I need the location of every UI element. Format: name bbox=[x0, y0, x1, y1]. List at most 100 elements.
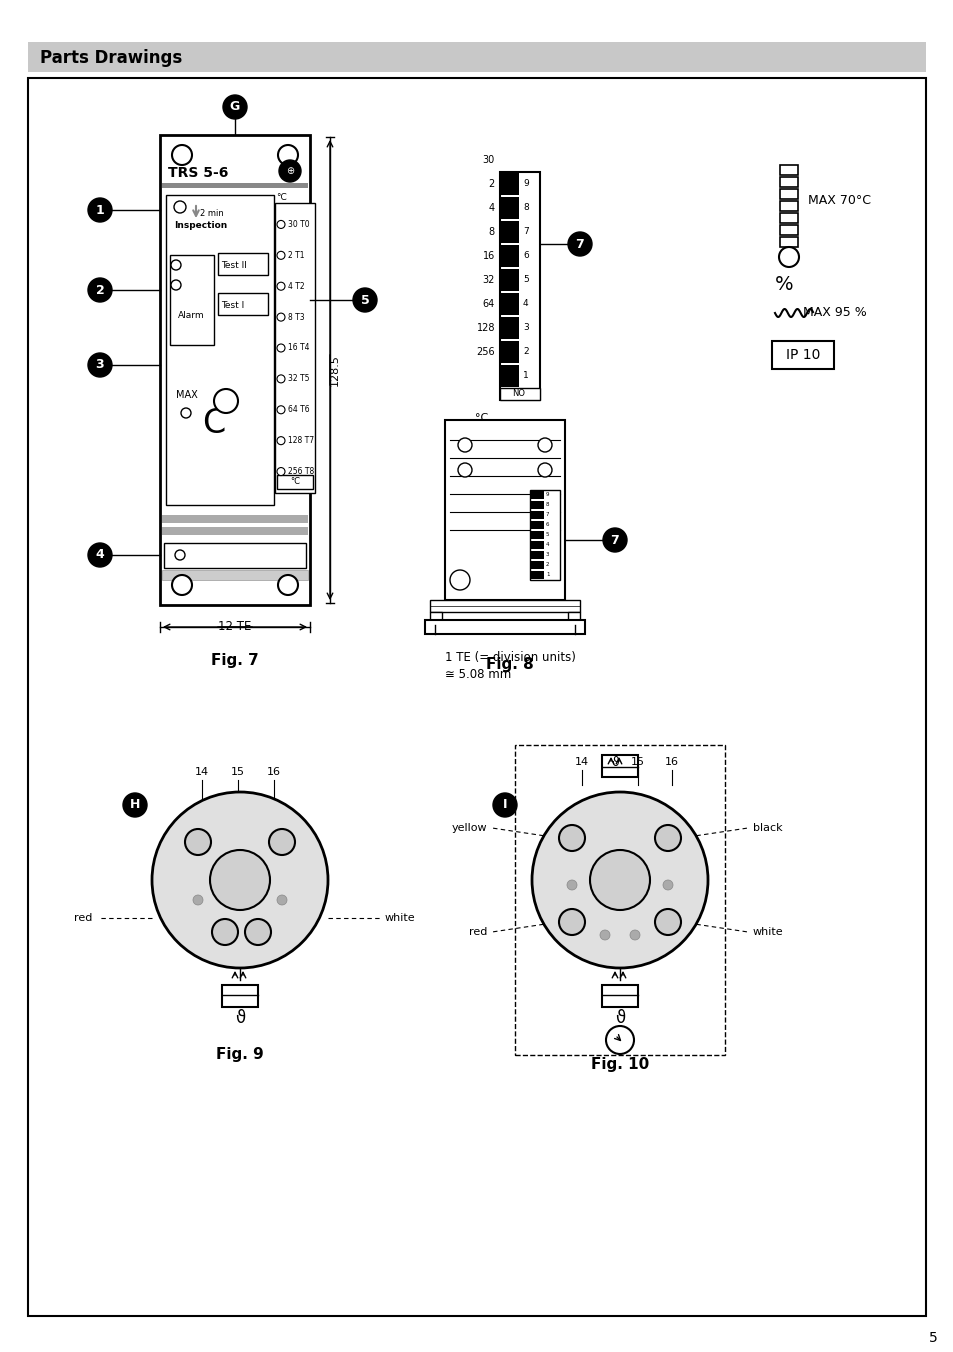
Text: 128 T7: 128 T7 bbox=[288, 437, 314, 445]
Circle shape bbox=[278, 160, 301, 183]
Text: Inspection: Inspection bbox=[173, 220, 227, 230]
Circle shape bbox=[213, 389, 237, 412]
Text: 16 T4: 16 T4 bbox=[288, 343, 309, 353]
Text: 2 T1: 2 T1 bbox=[288, 251, 304, 260]
Text: °C: °C bbox=[475, 412, 488, 423]
Text: Parts Drawings: Parts Drawings bbox=[40, 49, 182, 68]
Bar bbox=[531, 561, 543, 569]
Bar bbox=[531, 552, 543, 558]
Text: 128: 128 bbox=[476, 323, 495, 333]
Text: 1: 1 bbox=[95, 204, 104, 216]
Text: red: red bbox=[468, 927, 486, 937]
Bar bbox=[780, 224, 797, 235]
Circle shape bbox=[655, 909, 680, 936]
Text: 30 T0: 30 T0 bbox=[288, 220, 310, 228]
Bar bbox=[531, 531, 543, 539]
Text: 1 TE (= division units): 1 TE (= division units) bbox=[444, 652, 576, 664]
Bar bbox=[218, 253, 268, 274]
Text: 7: 7 bbox=[610, 534, 618, 546]
Circle shape bbox=[276, 406, 285, 414]
Bar bbox=[162, 183, 308, 188]
Text: 32: 32 bbox=[482, 274, 495, 285]
Bar bbox=[500, 341, 518, 362]
Text: black: black bbox=[752, 823, 781, 833]
Bar bbox=[500, 293, 518, 315]
Text: 5: 5 bbox=[360, 293, 369, 307]
Bar bbox=[531, 502, 543, 508]
Bar bbox=[500, 220, 518, 243]
Circle shape bbox=[223, 95, 247, 119]
Bar bbox=[601, 986, 638, 1007]
Bar bbox=[531, 541, 543, 549]
Text: 2: 2 bbox=[522, 347, 528, 357]
Circle shape bbox=[605, 1026, 634, 1055]
Text: 2: 2 bbox=[488, 178, 495, 189]
Bar bbox=[780, 237, 797, 247]
Circle shape bbox=[558, 909, 584, 936]
Text: ϑ: ϑ bbox=[234, 1009, 245, 1028]
Text: 1: 1 bbox=[522, 372, 528, 380]
Text: 8 T3: 8 T3 bbox=[288, 312, 304, 322]
Bar bbox=[531, 511, 543, 519]
Text: ϑ: ϑ bbox=[611, 756, 618, 768]
Bar bbox=[170, 256, 213, 345]
Circle shape bbox=[277, 145, 297, 165]
Circle shape bbox=[172, 145, 192, 165]
Bar bbox=[500, 197, 518, 219]
Circle shape bbox=[276, 437, 285, 445]
Bar bbox=[499, 172, 539, 400]
Bar bbox=[218, 293, 268, 315]
Bar bbox=[500, 245, 518, 266]
Text: 14: 14 bbox=[194, 767, 209, 777]
Text: G: G bbox=[230, 100, 240, 114]
Text: Test II: Test II bbox=[221, 261, 247, 269]
Text: Fig. 10: Fig. 10 bbox=[590, 1057, 648, 1072]
Circle shape bbox=[589, 850, 649, 910]
Text: 4: 4 bbox=[95, 549, 104, 561]
Bar bbox=[444, 420, 564, 600]
Circle shape bbox=[276, 283, 285, 291]
Bar bbox=[601, 754, 638, 777]
Circle shape bbox=[174, 550, 185, 560]
Bar bbox=[162, 515, 308, 523]
Circle shape bbox=[276, 251, 285, 260]
Circle shape bbox=[457, 462, 472, 477]
Text: 14: 14 bbox=[575, 757, 588, 767]
Circle shape bbox=[655, 825, 680, 850]
Text: 2: 2 bbox=[545, 562, 549, 568]
Text: 16: 16 bbox=[664, 757, 679, 767]
Text: MAX 95 %: MAX 95 % bbox=[802, 307, 866, 319]
Bar bbox=[424, 621, 584, 634]
Circle shape bbox=[88, 197, 112, 222]
Text: 15: 15 bbox=[630, 757, 644, 767]
Text: °C: °C bbox=[290, 477, 299, 487]
Circle shape bbox=[566, 880, 577, 890]
Text: 5: 5 bbox=[545, 533, 549, 538]
Circle shape bbox=[210, 850, 270, 910]
Bar bbox=[567, 612, 579, 621]
Text: 2 min: 2 min bbox=[200, 208, 224, 218]
Text: 7: 7 bbox=[575, 238, 584, 250]
Circle shape bbox=[450, 571, 470, 589]
Text: white: white bbox=[752, 927, 782, 937]
Circle shape bbox=[88, 544, 112, 566]
Circle shape bbox=[276, 220, 285, 228]
Circle shape bbox=[181, 408, 191, 418]
Circle shape bbox=[532, 792, 707, 968]
Circle shape bbox=[172, 575, 192, 595]
Bar bbox=[499, 388, 539, 400]
Text: NO: NO bbox=[512, 389, 524, 399]
Circle shape bbox=[123, 794, 147, 817]
Text: 64: 64 bbox=[482, 299, 495, 310]
Bar bbox=[274, 203, 314, 493]
Text: ⊕: ⊕ bbox=[286, 166, 294, 176]
Bar bbox=[780, 214, 797, 223]
Bar bbox=[160, 135, 310, 604]
Bar bbox=[515, 745, 724, 1055]
Circle shape bbox=[245, 919, 271, 945]
Circle shape bbox=[567, 233, 592, 256]
Text: 4: 4 bbox=[522, 300, 528, 308]
Circle shape bbox=[493, 794, 517, 817]
Text: 8: 8 bbox=[545, 503, 549, 507]
Text: 3: 3 bbox=[95, 358, 104, 372]
